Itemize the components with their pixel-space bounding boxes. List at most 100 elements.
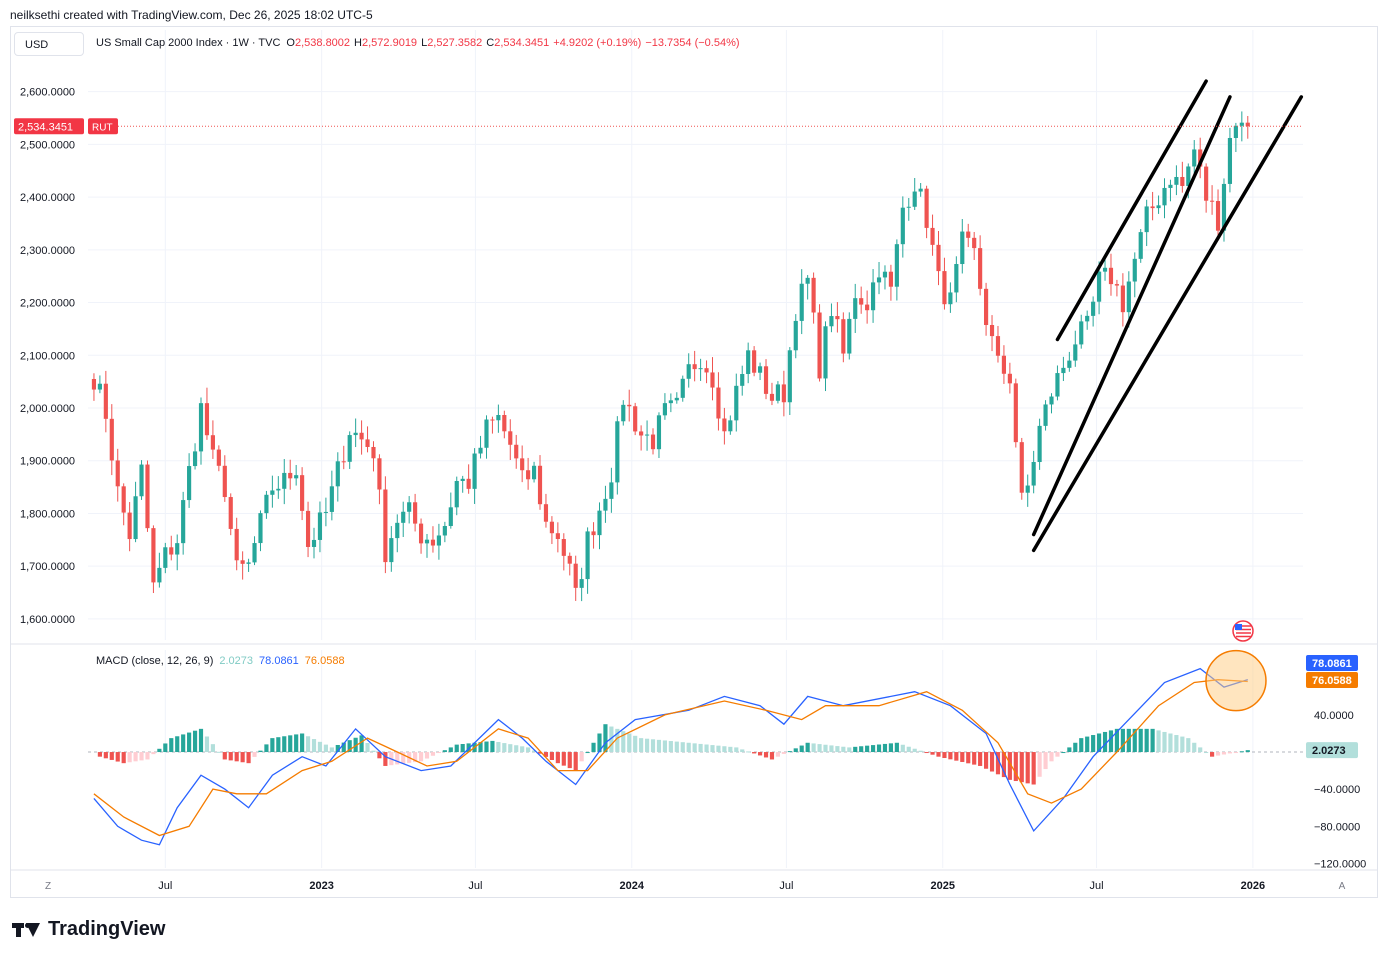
candle-body [752,350,757,373]
candle-body [1126,281,1131,313]
candle-body [900,207,905,245]
candle-body [246,562,251,564]
trendline[interactable] [1031,95,1304,553]
macd-histogram-bar [442,750,447,753]
candle-body [734,385,739,421]
macd-histogram-bar [686,742,691,753]
macd-histogram-bar [882,743,888,753]
macd-histogram-bar [662,740,667,753]
candle-body [401,511,406,523]
tradingview-logo[interactable]: TradingView [12,918,165,941]
candle-body [906,206,911,208]
candle-body [305,510,311,547]
macd-histogram-bar [1245,750,1250,753]
macd-histogram-bar [989,752,995,772]
price-axis-tick-label: 2,000.0000 [20,403,75,415]
macd-histogram-bar [746,751,751,753]
candle-body [1097,271,1102,302]
candle-body [264,494,269,514]
macd-histogram-bar [1085,736,1090,753]
macd-histogram-bar [1227,752,1233,754]
trendline[interactable] [1031,95,1232,537]
macd-histogram-bar [1192,742,1197,753]
macd-histogram-bar [656,739,662,753]
ohlc-change: +4.9202 (+0.19%) [553,37,641,49]
highlight-circle[interactable] [1205,649,1267,712]
candle-body [882,271,888,278]
candle-body [210,435,215,450]
macd-histogram-bar [1049,752,1054,762]
macd-histogram-bar [752,752,757,754]
macd-histogram-bar [502,743,507,753]
candle-body [175,543,180,555]
candle-body [311,539,317,547]
macd-histogram-bar [853,746,858,753]
macd-histogram-bar [418,752,424,762]
trendline[interactable] [1055,79,1208,342]
macd-histogram-bar [680,742,685,753]
zoom-left-button[interactable]: Z [45,881,51,892]
candle-body [680,378,685,398]
candle-body [204,403,210,436]
candle-body [1055,373,1060,397]
candle-body [442,526,447,536]
macd-histogram-bar [1079,738,1084,753]
candle-body [585,531,590,580]
candle-body [543,504,549,522]
macd-histogram-bar [145,752,150,760]
time-axis-tick-label: 2025 [931,880,955,892]
candle-body [1019,442,1024,493]
currency-button[interactable]: USD [14,32,84,56]
candle-body [978,248,983,289]
macd-histogram-bar [972,752,977,765]
candle-body [644,434,650,436]
time-axis-tick-label: Jul [468,880,482,892]
candle-body [633,406,638,432]
candle-body [650,434,656,450]
candle-body [472,453,477,489]
auto-scale-button[interactable]: A [1339,881,1346,892]
macd-histogram-bar [1073,742,1078,753]
macd-histogram-bar [1150,728,1155,753]
macd-histogram-bar [757,752,763,756]
macd-histogram-bar [115,752,120,762]
candle-body [169,547,174,555]
candle-body [781,384,786,403]
macd-histogram-bar [413,752,418,763]
candle-body [1120,285,1125,313]
macd-histogram-bar [966,752,971,764]
macd-histogram-bar [698,743,703,753]
candle-body [888,271,894,287]
candle-body [181,500,186,544]
candle-body [627,404,632,407]
candle-body [728,420,733,432]
candle-body [841,319,846,354]
macd-histogram-bar [704,744,709,753]
candle-body [823,326,828,379]
candle-body [847,318,852,354]
macd-histogram-bar [650,739,656,753]
macd-histogram-bar [478,742,483,753]
candle-body [853,298,858,319]
macd-title: MACD (close, 12, 26, 9) [96,655,213,667]
macd-histogram-bar [775,752,780,757]
candle-body [341,461,346,463]
candle-body [793,320,798,351]
candle-body [811,277,816,313]
candle-body [989,325,995,337]
candle-body [335,461,340,487]
macd-histogram-bar [859,746,864,753]
candle-body [662,403,667,416]
ohlc-c-label: C [486,37,494,49]
macd-histogram-bar [918,750,923,753]
tradingview-logo-icon [12,921,42,939]
ohlc-low: 2,527.3582 [427,37,482,49]
candle-body [258,513,263,544]
macd-histogram-bar [210,744,215,753]
candle-body [103,383,108,419]
macd-histogram-bar [181,734,186,753]
candle-body [591,531,596,536]
macd-histogram-bar [300,733,305,753]
candle-body [567,555,572,564]
